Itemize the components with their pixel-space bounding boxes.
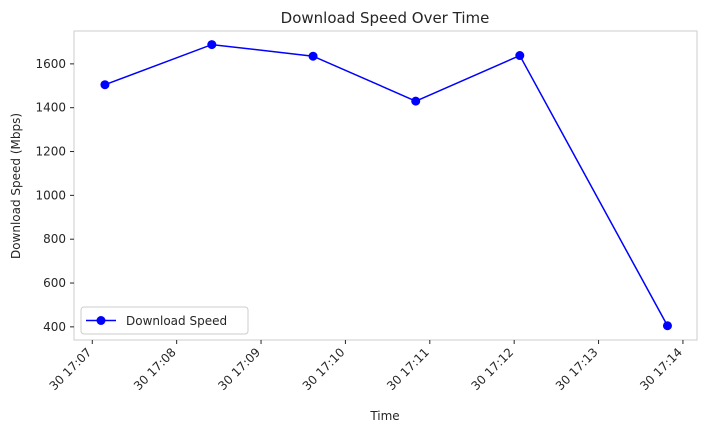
- chart-title: Download Speed Over Time: [281, 9, 490, 27]
- x-tick-label: 30 17:09: [215, 345, 263, 393]
- legend: Download Speed: [80, 306, 249, 335]
- x-tick-label: 30 17:14: [637, 345, 685, 393]
- data-point: [411, 96, 421, 106]
- data-point: [207, 40, 217, 50]
- y-tick-label: 1000: [35, 188, 66, 202]
- data-point: [662, 321, 672, 331]
- legend-box: [80, 306, 249, 335]
- series-group: [100, 40, 672, 331]
- x-tick-label: 30 17:07: [47, 345, 95, 393]
- x-tick-label: 30 17:10: [300, 345, 348, 393]
- x-axis-ticks: 30 17:07 30 17:08 30 17:09 30 17:10 30 17:11…: [47, 340, 685, 393]
- y-axis-label: Download Speed (Mbps): [9, 113, 23, 259]
- y-axis-ticks: 400 600 800 1000 1200 1400 1600: [35, 57, 74, 334]
- series-line: [104, 43, 669, 327]
- x-axis-label: Time: [369, 409, 399, 423]
- x-tick-label: 30 17:11: [384, 345, 432, 393]
- x-tick-label: 30 17:12: [468, 345, 516, 393]
- data-point: [100, 80, 110, 90]
- plot-area: [73, 30, 698, 341]
- y-tick-label: 1400: [35, 101, 66, 115]
- data-point: [515, 51, 525, 61]
- y-tick-label: 400: [43, 320, 66, 334]
- legend-marker: [96, 316, 106, 325]
- x-tick-label: 30 17:08: [131, 345, 179, 393]
- x-tick-label: 30 17:13: [553, 345, 601, 393]
- y-tick-label: 800: [43, 232, 66, 246]
- y-tick-label: 600: [43, 276, 66, 290]
- y-tick-label: 1600: [35, 57, 66, 71]
- legend-label: Download Speed: [126, 314, 227, 328]
- data-point: [308, 51, 318, 61]
- y-tick-label: 1200: [35, 145, 66, 159]
